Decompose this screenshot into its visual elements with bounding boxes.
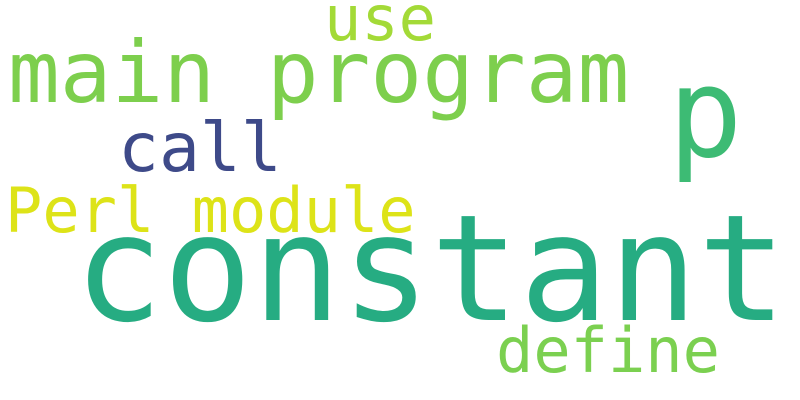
word-main-program: main program [8,23,630,123]
word-define: define [496,314,720,387]
word-constant: constant [74,183,787,355]
word-call: call [118,109,282,188]
word-perl-module: Perl module [5,174,416,247]
word-use: use [324,0,436,55]
word-p: p [668,42,743,186]
